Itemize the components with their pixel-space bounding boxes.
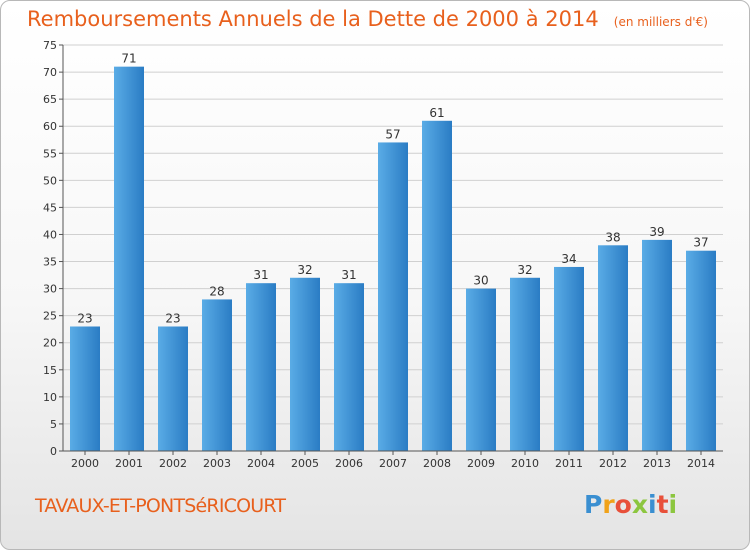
bar bbox=[598, 245, 628, 451]
bar-value-label: 23 bbox=[77, 311, 92, 325]
x-tick-label: 2001 bbox=[115, 457, 143, 470]
y-tick-label: 20 bbox=[43, 337, 57, 350]
axes bbox=[59, 44, 723, 455]
x-tick-label: 2009 bbox=[467, 457, 495, 470]
x-tick-label: 2002 bbox=[159, 457, 187, 470]
bar bbox=[510, 277, 540, 451]
bar-value-label: 37 bbox=[693, 236, 708, 250]
proxiti-logo: Proxiti bbox=[584, 490, 677, 519]
bar-value-label: 38 bbox=[605, 230, 620, 244]
y-tick-label: 35 bbox=[43, 256, 57, 269]
bar-value-label: 34 bbox=[561, 252, 576, 266]
y-tick-label: 45 bbox=[43, 201, 57, 214]
y-tick-label: 70 bbox=[43, 66, 57, 79]
logo-letter: x bbox=[631, 490, 648, 519]
bar-value-label: 23 bbox=[165, 311, 180, 325]
x-tick-label: 2003 bbox=[203, 457, 231, 470]
y-tick-label: 65 bbox=[43, 93, 57, 106]
logo-letter: r bbox=[602, 490, 615, 519]
bars bbox=[70, 66, 716, 452]
logo-letter: o bbox=[614, 490, 632, 519]
bar bbox=[70, 326, 100, 451]
labels: 0 5 10 15 20 25 30 35 40 45 50 55 60 65 70 75 23 2000 71 20… bbox=[43, 39, 715, 470]
logo-letter: i bbox=[668, 490, 678, 519]
x-tick-label: 2000 bbox=[71, 457, 99, 470]
bar bbox=[202, 299, 232, 451]
x-tick-label: 2007 bbox=[379, 457, 407, 470]
commune-name: TAVAUX-ET-PONTSéRICOURT bbox=[35, 495, 286, 517]
x-tick-label: 2005 bbox=[291, 457, 319, 470]
bar-value-label: 57 bbox=[385, 127, 400, 141]
bar-value-label: 71 bbox=[121, 52, 136, 66]
bar bbox=[290, 277, 320, 451]
x-tick-label: 2012 bbox=[599, 457, 627, 470]
y-tick-label: 25 bbox=[43, 310, 57, 323]
y-tick-label: 15 bbox=[43, 364, 57, 377]
bar bbox=[642, 239, 672, 451]
x-tick-label: 2010 bbox=[511, 457, 539, 470]
bar-value-label: 39 bbox=[649, 225, 664, 239]
y-tick-label: 40 bbox=[43, 228, 57, 241]
y-tick-label: 55 bbox=[43, 147, 57, 160]
bar-value-label: 28 bbox=[209, 284, 224, 298]
logo-letter: t bbox=[656, 490, 669, 519]
x-tick-label: 2014 bbox=[687, 457, 715, 470]
x-tick-label: 2006 bbox=[335, 457, 363, 470]
y-tick-label: 5 bbox=[50, 418, 57, 431]
logo-letter: i bbox=[648, 490, 657, 519]
bar bbox=[686, 250, 716, 451]
x-tick-label: 2004 bbox=[247, 457, 275, 470]
bar bbox=[554, 266, 584, 451]
bar-value-label: 32 bbox=[297, 263, 312, 277]
title-text: Remboursements Annuels de la Dette de 20… bbox=[27, 7, 599, 31]
y-tick-label: 75 bbox=[43, 39, 57, 52]
x-tick-label: 2011 bbox=[555, 457, 583, 470]
bar bbox=[114, 66, 144, 452]
logo-letter: P bbox=[584, 490, 603, 519]
y-tick-label: 30 bbox=[43, 283, 57, 296]
bar-value-label: 30 bbox=[473, 274, 488, 288]
bar bbox=[378, 142, 408, 451]
y-tick-label: 50 bbox=[43, 174, 57, 187]
y-tick-label: 60 bbox=[43, 120, 57, 133]
bar bbox=[246, 283, 276, 451]
bar bbox=[158, 326, 188, 451]
bar-value-label: 61 bbox=[429, 106, 444, 120]
bar bbox=[422, 120, 452, 451]
unit-note: (en milliers d'€) bbox=[613, 15, 708, 29]
x-tick-label: 2013 bbox=[643, 457, 671, 470]
chart-title: Remboursements Annuels de la Dette de 20… bbox=[27, 7, 708, 31]
bar-value-label: 32 bbox=[517, 263, 532, 277]
bar bbox=[466, 288, 496, 451]
bar-value-label: 31 bbox=[341, 268, 356, 282]
y-tick-label: 0 bbox=[50, 445, 57, 458]
y-tick-label: 10 bbox=[43, 391, 57, 404]
bar-value-label: 31 bbox=[253, 268, 268, 282]
x-tick-label: 2008 bbox=[423, 457, 451, 470]
bar bbox=[334, 283, 364, 451]
